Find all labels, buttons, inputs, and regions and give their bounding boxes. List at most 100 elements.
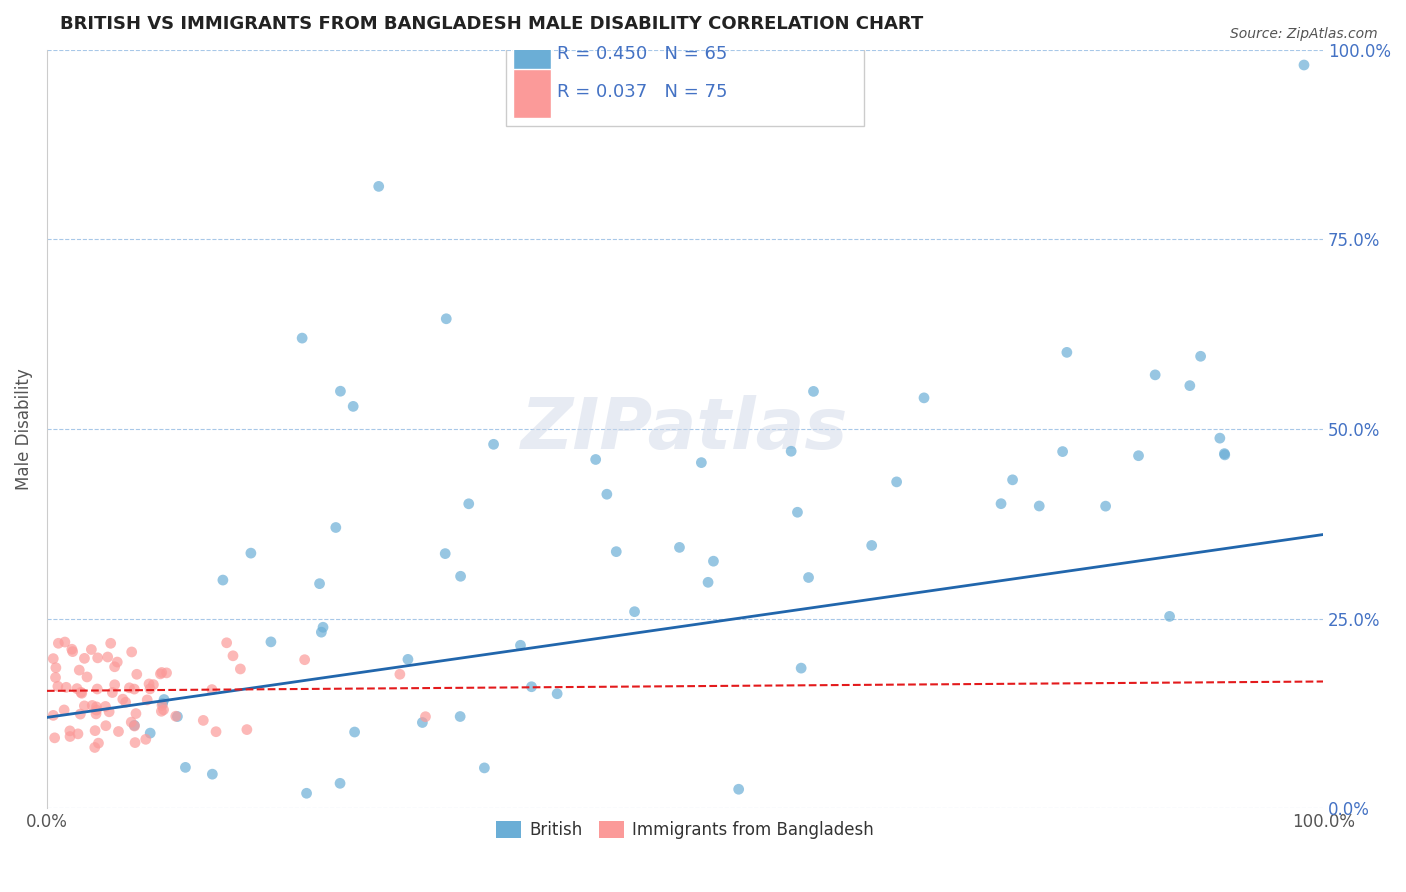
Point [990,497,1012,511]
Point [136,693,159,707]
Point [668,541,690,555]
Point [59,730,82,744]
Point [94,699,117,714]
Point [329,776,352,790]
Point [46,679,69,693]
Point [53,635,76,649]
Point [125,667,148,681]
Point [45,661,67,675]
Point [215,636,238,650]
Point [886,475,908,489]
Point [342,400,364,414]
Point [138,677,160,691]
Point [66,681,89,696]
Point [124,718,146,732]
Point [367,179,389,194]
Point [55,681,77,695]
Point [86,699,108,714]
Point [104,678,127,692]
Point [1094,499,1116,513]
Point [474,761,496,775]
Point [201,682,224,697]
Text: R = 0.037   N = 75: R = 0.037 N = 75 [557,83,728,101]
Point [114,695,136,709]
Point [312,620,335,634]
Point [101,685,124,699]
Point [702,554,724,568]
Point [229,662,252,676]
Point [520,680,543,694]
Point [605,544,627,558]
Point [122,682,145,697]
Point [1144,368,1167,382]
Point [53,703,76,717]
Point [803,384,825,399]
Point [97,650,120,665]
Point [415,709,437,723]
Point [294,653,316,667]
Point [546,687,568,701]
Point [42,708,65,723]
Point [152,703,174,717]
Point [509,638,531,652]
Point [1213,447,1236,461]
Point [125,706,148,721]
Point [786,505,808,519]
Point [1159,609,1181,624]
Point [67,663,90,677]
Point [86,681,108,696]
Point [1292,58,1315,72]
Point [174,760,197,774]
Point [860,538,883,552]
Point [104,659,127,673]
Point [912,391,935,405]
Point [105,655,128,669]
Point [166,709,188,723]
Point [212,573,235,587]
Y-axis label: Male Disability: Male Disability [15,368,32,490]
Point [150,704,173,718]
FancyBboxPatch shape [513,31,551,80]
Point [42,651,65,665]
Point [295,786,318,800]
Point [388,667,411,681]
Point [86,703,108,717]
FancyBboxPatch shape [513,69,551,118]
Point [153,692,176,706]
Point [82,698,104,713]
Point [66,727,89,741]
Point [260,635,283,649]
Point [87,736,110,750]
Point [623,605,645,619]
Point [291,331,314,345]
Point [201,767,224,781]
Point [165,709,187,723]
Point [1189,349,1212,363]
Point [48,636,70,650]
Point [308,576,330,591]
Point [797,570,820,584]
Point [1028,499,1050,513]
Point [44,671,66,685]
Point [727,782,749,797]
Point [790,661,813,675]
Point [1128,449,1150,463]
Point [149,666,172,681]
Point [236,723,259,737]
Point [139,726,162,740]
Point [142,678,165,692]
Point [100,636,122,650]
Point [1178,378,1201,392]
Point [69,707,91,722]
Point [155,665,177,680]
Point [60,642,83,657]
Point [1052,444,1074,458]
Point [434,311,457,326]
Point [1056,345,1078,359]
Legend: British, Immigrants from Bangladesh: British, Immigrants from Bangladesh [489,814,880,846]
Point [76,670,98,684]
Point [139,681,162,696]
Point [1213,448,1236,462]
Point [449,709,471,723]
Point [135,732,157,747]
